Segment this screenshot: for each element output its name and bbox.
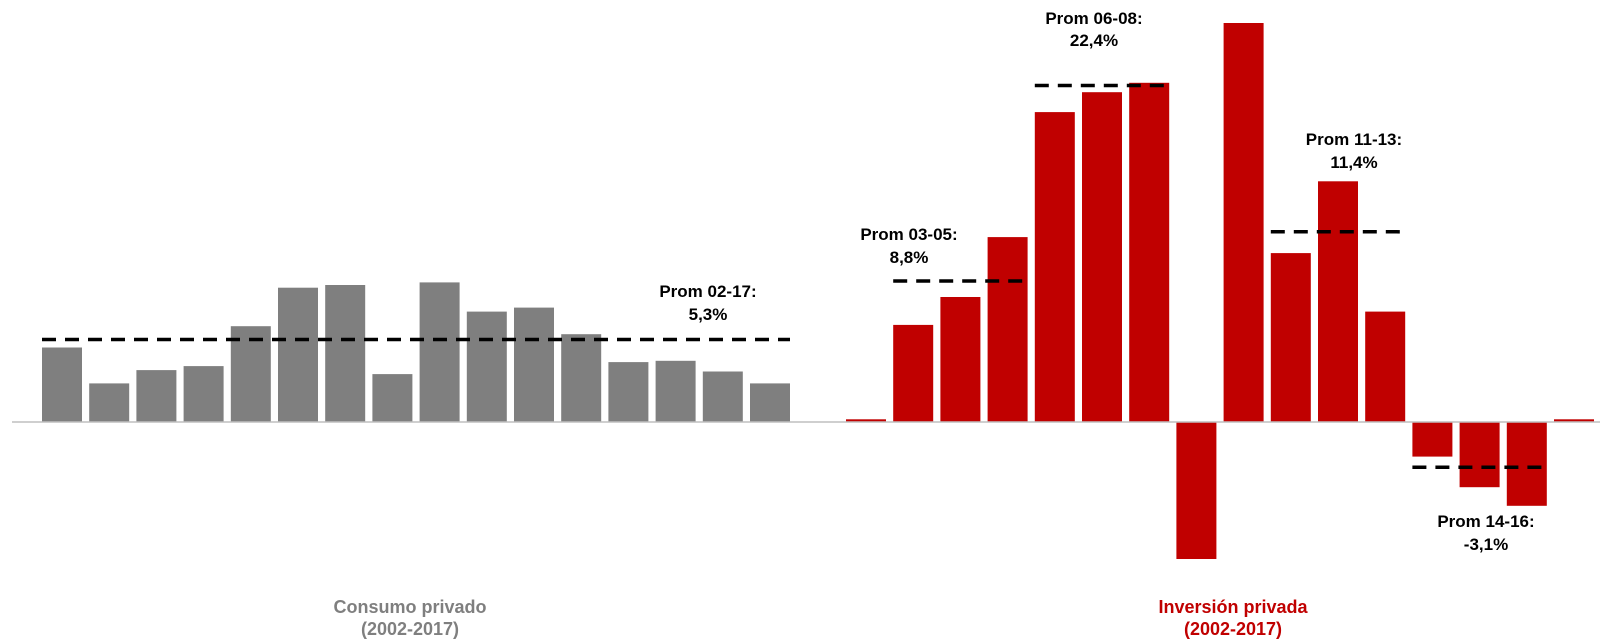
- bar-consumo-2005: [183, 366, 224, 422]
- bar-inversion-2005: [987, 237, 1028, 422]
- average-labels-layer: Prom 02-17: 5,3% Prom 03-05: 8,8% Prom 0…: [659, 9, 1534, 554]
- bar-consumo-2011: [466, 311, 507, 422]
- bar-inversion-2017: [1554, 419, 1594, 422]
- avg-value-inversion-1: 22,4%: [1070, 31, 1118, 50]
- bar-inversion-2009: [1176, 422, 1217, 559]
- bar-inversion-2004: [940, 297, 981, 422]
- bar-consumo-2008: [325, 285, 366, 422]
- bar-consumo-2007: [278, 287, 318, 422]
- panel-captions: Consumo privado (2002-2017) Inversión pr…: [333, 597, 1308, 639]
- bar-consumo-2017: [750, 383, 790, 422]
- bar-inversion-2002: [846, 419, 886, 422]
- average-lines-layer: [42, 83, 1547, 469]
- avg-label-consumo-0: Prom 02-17:: [659, 282, 756, 301]
- avg-value-inversion-2: 11,4%: [1330, 153, 1377, 172]
- panel-title-consumo: Consumo privado: [333, 597, 486, 617]
- avg-value-inversion-0: 8,8%: [890, 248, 929, 267]
- bar-inversion-2011: [1270, 253, 1311, 422]
- bar-inversion-2003: [893, 324, 934, 422]
- bar-inversion-2015: [1459, 422, 1500, 488]
- bar-consumo-2012: [514, 307, 554, 422]
- bar-consumo-2010: [419, 282, 460, 423]
- bar-inversion-2014: [1412, 422, 1453, 457]
- bar-consumo-2016: [702, 371, 743, 422]
- panel-subtitle-inversion: (2002-2017): [1184, 619, 1282, 639]
- bar-inversion-2007: [1082, 92, 1122, 422]
- avg-value-consumo-0: 5,3%: [689, 305, 728, 324]
- bar-inversion-2010: [1223, 23, 1264, 422]
- bar-inversion-2016: [1506, 422, 1547, 506]
- bar-consumo-2003: [89, 383, 130, 422]
- bar-inversion-2008: [1129, 82, 1170, 423]
- avg-label-inversion-2: Prom 11-13:: [1306, 130, 1402, 149]
- avg-label-inversion-1: Prom 06-08:: [1045, 9, 1142, 28]
- panel-subtitle-consumo: (2002-2017): [361, 619, 459, 639]
- bar-inversion-2012: [1318, 181, 1358, 422]
- bar-inversion-2013: [1365, 311, 1406, 422]
- bar-consumo-2002: [42, 347, 82, 422]
- bar-inversion-2006: [1034, 112, 1075, 422]
- avg-value-inversion-3: -3,1%: [1464, 535, 1508, 554]
- bar-consumo-2009: [372, 374, 413, 422]
- avg-label-inversion-3: Prom 14-16:: [1437, 512, 1534, 531]
- bar-consumo-2013: [561, 334, 602, 422]
- bar-consumo-2014: [608, 362, 649, 422]
- avg-label-inversion-0: Prom 03-05:: [860, 225, 957, 244]
- panel-title-inversion: Inversión privada: [1158, 597, 1308, 617]
- bar-consumo-2006: [230, 326, 271, 422]
- bar-consumo-2015: [655, 360, 696, 422]
- bars-layer: [42, 23, 1594, 559]
- bar-consumo-2004: [136, 370, 177, 422]
